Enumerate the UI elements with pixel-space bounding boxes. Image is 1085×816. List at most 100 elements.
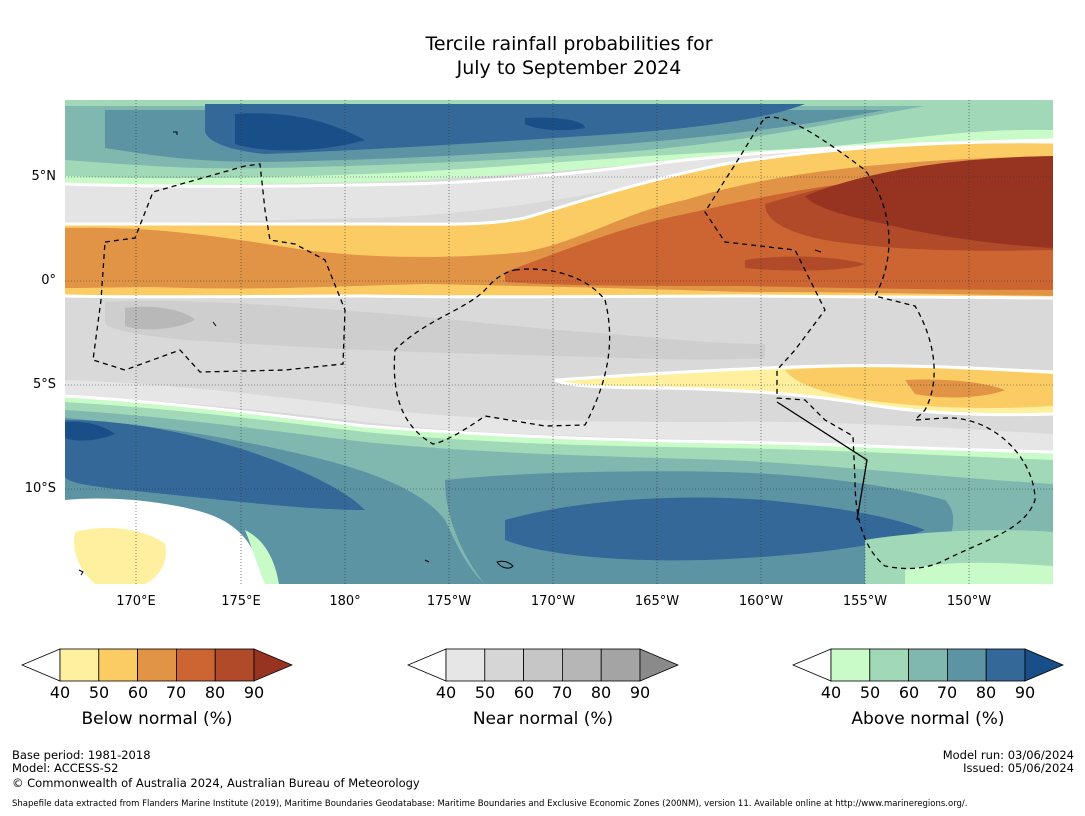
lon-label-150w: 150°W xyxy=(946,594,992,609)
islands xyxy=(78,131,822,576)
colorbar-near-label: Near normal (%) xyxy=(472,709,614,729)
colorbar-near-ticks: 40 50 60 70 80 90 xyxy=(407,683,679,702)
colorbar-below xyxy=(21,648,293,682)
lon-label-180: 180° xyxy=(329,594,361,609)
lon-label-155w: 155°W xyxy=(842,594,888,609)
cbar-below-tick-70: 70 xyxy=(165,683,187,702)
title-line-2: July to September 2024 xyxy=(456,57,682,79)
contour-below-top xyxy=(65,140,1053,226)
cbar-above-tick-60: 60 xyxy=(898,683,920,702)
cbar-below-tick-50: 50 xyxy=(88,683,110,702)
above-colorbar-segment-0 xyxy=(830,648,871,682)
cbar-near-tick-80: 80 xyxy=(590,683,612,702)
above-colorbar-min-triangle xyxy=(792,648,832,682)
lon-label-160w: 160°W xyxy=(738,594,784,609)
cbar-below-tick-40: 40 xyxy=(49,683,71,702)
lat-label-10s: 10°S xyxy=(24,481,56,496)
island-3 xyxy=(496,560,514,569)
issued-date: Issued: 05/06/2024 xyxy=(963,761,1074,775)
shapefile-credit: Shapefile data extracted from Flanders M… xyxy=(12,799,968,809)
se-light xyxy=(905,562,1053,584)
cbar-above-tick-80: 80 xyxy=(975,683,997,702)
lat-label-5s: 5°S xyxy=(32,377,56,392)
colorbar-above xyxy=(792,648,1064,682)
below-colorbar-max-triangle xyxy=(253,648,293,682)
above-colorbar-segment-2 xyxy=(908,648,948,682)
title-line-1: Tercile rainfall probabilities for xyxy=(425,33,713,55)
footer-left: Base period: 1981-2018 Model: ACCESS-S2 … xyxy=(12,749,420,790)
south-above-80b xyxy=(505,497,925,561)
south-below-strip-70 xyxy=(905,379,1005,398)
above-colorbar-max-triangle xyxy=(1024,648,1064,682)
island-1 xyxy=(173,131,178,135)
below-colorbar-segment-4 xyxy=(214,648,255,682)
footer-right: Model run: 03/06/2024 Issued: 05/06/2024 xyxy=(943,749,1074,775)
copyright: © Commonwealth of Australia 2024, Austra… xyxy=(12,776,420,790)
lon-label-175e: 175°E xyxy=(221,594,261,609)
near-colorbar-segment-0 xyxy=(445,648,486,682)
near-upper-light xyxy=(65,140,1053,224)
cbar-above-tick-90: 90 xyxy=(1014,683,1036,702)
below-band-90b xyxy=(745,256,865,271)
lat-label-0: 0° xyxy=(41,273,56,288)
above-colorbar-segment-1 xyxy=(869,648,910,682)
sw-yellow xyxy=(73,528,167,584)
contour-north xyxy=(65,138,1053,188)
cbar-below-tick-80: 80 xyxy=(204,683,226,702)
cbar-near-tick-70: 70 xyxy=(551,683,573,702)
cbar-above-tick-40: 40 xyxy=(820,683,842,702)
below-colorbar-segment-1 xyxy=(98,648,139,682)
colorbar-near xyxy=(407,648,679,682)
north-above-band-90 xyxy=(235,113,365,151)
below-colorbar-segment-0 xyxy=(59,648,100,682)
south-above-90 xyxy=(65,421,115,441)
cbar-above-tick-70: 70 xyxy=(936,683,958,702)
probability-map xyxy=(65,100,1053,584)
lat-label-5n: 5°N xyxy=(31,169,57,184)
eez-kiribati-line xyxy=(704,116,1036,570)
near-colorbar-min-triangle xyxy=(407,648,447,682)
model-run-date: Model run: 03/06/2024 xyxy=(942,748,1074,762)
near-colorbar-segment-3 xyxy=(561,648,602,682)
below-band-90 xyxy=(805,156,1053,248)
above-colorbar-segment-3 xyxy=(946,648,987,682)
cbar-near-tick-60: 60 xyxy=(513,683,535,702)
colorbar-above-ticks: 40 50 60 70 80 90 xyxy=(792,683,1064,702)
island-4 xyxy=(424,559,430,563)
contour-south xyxy=(65,394,1053,454)
near-colorbar-segment-1 xyxy=(484,648,525,682)
near-lower-light xyxy=(65,380,1053,460)
near-colorbar-max-triangle xyxy=(639,648,679,682)
below-colorbar-segment-3 xyxy=(175,648,216,682)
island-5 xyxy=(814,249,822,253)
island-2 xyxy=(212,321,217,327)
eez-kiribati-gilbert xyxy=(92,163,346,373)
model-name: Model: ACCESS-S2 xyxy=(12,761,119,775)
island-6 xyxy=(78,569,84,576)
below-colorbar-segment-2 xyxy=(137,648,177,682)
cbar-near-tick-90: 90 xyxy=(629,683,651,702)
north-above-band-90b xyxy=(525,117,585,131)
near-lower-mid xyxy=(105,300,765,360)
cbar-below-tick-90: 90 xyxy=(243,683,265,702)
above-colorbar-segment-4 xyxy=(985,648,1026,682)
cbar-above-tick-50: 50 xyxy=(859,683,881,702)
map-title: Tercile rainfall probabilities for July … xyxy=(0,32,1085,80)
lon-label-170w: 170°W xyxy=(530,594,576,609)
cbar-near-tick-50: 50 xyxy=(474,683,496,702)
cbar-below-tick-60: 60 xyxy=(127,683,149,702)
lon-label-165w: 165°W xyxy=(634,594,680,609)
sw-green xyxy=(245,530,279,584)
near-colorbar-segment-4 xyxy=(600,648,641,682)
colorbar-below-ticks: 40 50 60 70 80 90 xyxy=(21,683,293,702)
below-colorbar-min-triangle xyxy=(21,648,61,682)
south-above-80 xyxy=(65,420,365,510)
lon-label-175w: 175°W xyxy=(426,594,472,609)
near-colorbar-segment-2 xyxy=(523,648,563,682)
contour-below-bottom xyxy=(65,294,1053,300)
base-period: Base period: 1981-2018 xyxy=(12,748,151,762)
colorbar-below-label: Below normal (%) xyxy=(81,709,233,729)
eez-boundaries xyxy=(92,116,1036,570)
french-polynesia-line xyxy=(776,401,868,521)
cbar-near-tick-40: 40 xyxy=(435,683,457,702)
